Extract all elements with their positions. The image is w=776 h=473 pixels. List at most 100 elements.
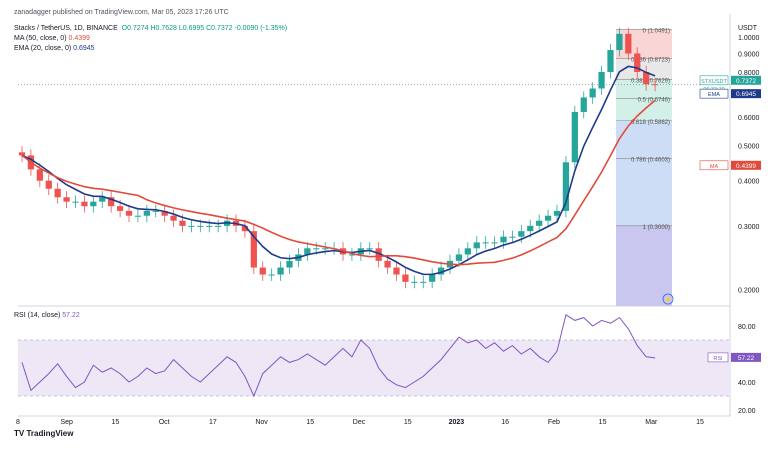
candle-body: [286, 260, 293, 268]
candle-body: [268, 274, 275, 276]
candle-body: [464, 248, 471, 255]
price-tick-label: 0.5000: [738, 144, 760, 151]
candle-body: [536, 220, 543, 226]
candle-body: [197, 225, 204, 227]
price-tick-label: 0.9000: [738, 51, 760, 58]
candle-body: [18, 152, 26, 156]
ma-label: MA (50, close, 0): [14, 35, 67, 42]
published-caption: zanadagger published on TradingView.com,…: [14, 9, 229, 16]
rsi-tick-label: 20.00: [738, 408, 756, 415]
candle-body: [313, 248, 320, 250]
price-tick-label: 0.2000: [738, 287, 760, 294]
candle-body: [598, 71, 605, 89]
fib-zone: [616, 120, 672, 159]
ma-legend: MA (50, close, 0) 0.4399: [14, 35, 90, 42]
candle-body: [322, 248, 329, 250]
rsi-tag-name: RSI: [713, 356, 723, 362]
price-tick-label: 0.6000: [738, 115, 760, 122]
rsi-legend-value: 57.22: [62, 312, 80, 319]
candle-body: [429, 274, 436, 282]
candle-body: [455, 254, 463, 261]
candle-body: [134, 215, 142, 217]
ema-label: EMA (20, close, 0): [14, 45, 72, 52]
tv-icon: TV: [14, 429, 27, 438]
candle-body: [384, 260, 391, 268]
rsi-label: RSI (14, close): [14, 312, 61, 319]
price-tag-value: 0.7372: [736, 78, 756, 85]
candle-body: [90, 201, 97, 207]
candle-body: [206, 225, 213, 227]
ma-line: [21, 99, 656, 266]
candle-body: [241, 225, 249, 232]
candle-body: [375, 248, 382, 261]
time-tick-label: 2023: [449, 419, 465, 426]
ema-legend: EMA (20, close, 0) 0.6945: [14, 45, 95, 52]
candle-body: [437, 267, 445, 275]
time-tick-label: 16: [501, 419, 509, 426]
candle-body: [482, 242, 489, 244]
fib-zone-base: [616, 225, 672, 306]
candle-body: [393, 267, 400, 275]
ohlc-values: O0.7274 H0.7628 L0.6995 C0.7372 -0.0090 …: [121, 25, 288, 32]
candle-body: [215, 225, 222, 227]
candle-body: [527, 225, 534, 232]
fib-level-label: 0.618 (0.5862): [631, 120, 670, 126]
candle-body: [170, 215, 177, 221]
unit-label: USDT: [738, 25, 758, 32]
candle-body: [625, 33, 632, 54]
fib-level-label: 0 (1.0491): [643, 28, 670, 34]
time-tick-label: Nov: [255, 419, 268, 426]
time-tick-label: 15: [696, 419, 704, 426]
candle-body: [553, 210, 561, 216]
symbol-line: Stacks / TetherUS, 1D, BINANCE O0.7274 H…: [14, 25, 287, 32]
fib-level-label: 0.382 (0.7629): [631, 78, 670, 84]
candle-body: [634, 53, 641, 72]
time-tick-label: 17: [209, 419, 217, 426]
time-tick-label: Feb: [548, 419, 560, 426]
price-tag-value: 0.4399: [736, 163, 756, 170]
rsi-band: [18, 340, 730, 396]
price-tag-name-box: [699, 160, 729, 171]
time-tick-label: 15: [306, 419, 314, 426]
fib-level-label: 1 (0.3000): [643, 225, 670, 231]
candle-body: [509, 236, 516, 238]
candle-body: [63, 197, 70, 202]
price-tick-label: 0.4000: [738, 179, 760, 186]
candle-body: [473, 242, 480, 249]
candle-body: [36, 169, 43, 181]
candle-body: [420, 281, 427, 283]
candle-body: [54, 188, 61, 198]
time-tick-label: 15: [112, 419, 120, 426]
time-tick-label: 8: [16, 419, 20, 426]
price-tag-value: 0.6945: [736, 91, 756, 98]
ema-value: 0.6945: [73, 45, 95, 52]
brand-text: TradingView: [26, 429, 74, 438]
price-tag-box: [731, 89, 761, 99]
candle-body: [348, 254, 356, 256]
candle-body: [45, 180, 52, 189]
candle-body: [411, 281, 418, 283]
candle-body: [125, 210, 133, 216]
fib-zone: [616, 158, 672, 226]
candle-body: [580, 97, 587, 112]
candle-body: [277, 267, 284, 275]
lightning-icon: ⚡: [664, 295, 673, 304]
fib-zone: [616, 58, 672, 80]
candle-body: [81, 201, 88, 207]
candle-body: [72, 201, 79, 203]
rsi-line: [21, 314, 656, 398]
rsi-tag-name-box: [707, 352, 729, 363]
candle-body: [304, 248, 311, 255]
candle-body: [518, 231, 525, 237]
ema-line: [21, 65, 656, 276]
price-tag-box: [731, 160, 761, 170]
candle-body: [161, 210, 168, 216]
time-tick-label: Mar: [645, 419, 658, 426]
time-tick-label: 15: [599, 419, 607, 426]
candle-body: [589, 88, 596, 98]
candle-body: [643, 71, 650, 85]
candle-body: [152, 210, 159, 212]
rsi-value-label: 57.22: [738, 355, 755, 362]
rsi-tick-label: 40.00: [738, 380, 756, 387]
